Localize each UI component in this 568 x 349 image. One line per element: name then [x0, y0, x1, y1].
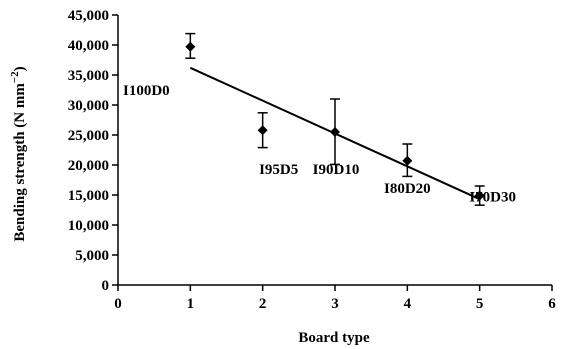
- y-tick-label: 25,000: [68, 128, 109, 144]
- ticks: 0 5,000 10,000 15,000 20,000 25,000 30,000 35,0…: [68, 8, 557, 312]
- data-point-label: I90D10: [313, 162, 360, 178]
- y-tick-label: 20,000: [68, 158, 109, 174]
- data-point-marker: [402, 155, 413, 166]
- y-tick-label: 35,000: [68, 68, 109, 84]
- y-axis-label-close: ): [12, 66, 28, 71]
- data-point-marker: [257, 125, 268, 136]
- y-tick-label: 30,000: [68, 98, 109, 114]
- point-labels: I100D0 I95D5 I90D10 I80D20 I70D30: [123, 83, 516, 206]
- x-tick-label: 5: [476, 296, 484, 312]
- y-axis-label: Bending strength (N mm−2): [9, 66, 28, 241]
- x-tick-label: 3: [331, 296, 339, 312]
- x-tick-label: 1: [187, 296, 195, 312]
- data-point-label: I80D20: [384, 181, 431, 197]
- data-point-marker: [474, 190, 485, 201]
- y-tick-label: 10,000: [68, 218, 109, 234]
- y-tick-label: 0: [102, 278, 110, 294]
- data-point-marker: [185, 41, 196, 52]
- data-point-label: I70D30: [469, 190, 516, 206]
- x-tick-label: 0: [114, 296, 122, 312]
- data-point-label: I95D5: [259, 162, 298, 178]
- y-tick-label: 40,000: [68, 38, 109, 54]
- x-tick-label: 2: [259, 296, 267, 312]
- data-point-label: I100D0: [123, 83, 170, 99]
- data-point-marker: [330, 127, 340, 137]
- y-axis-label-exponent: −2: [9, 71, 21, 83]
- y-tick-label: 45,000: [68, 8, 109, 24]
- y-tick-label: 5,000: [75, 248, 109, 264]
- x-axis-label: Board type: [298, 330, 370, 346]
- x-tick-label: 6: [548, 296, 556, 312]
- y-tick-label: 15,000: [68, 188, 109, 204]
- data-marks: [185, 32, 485, 206]
- x-tick-label: 4: [404, 296, 412, 312]
- y-axis-label-main: Bending strength (N mm: [12, 83, 28, 242]
